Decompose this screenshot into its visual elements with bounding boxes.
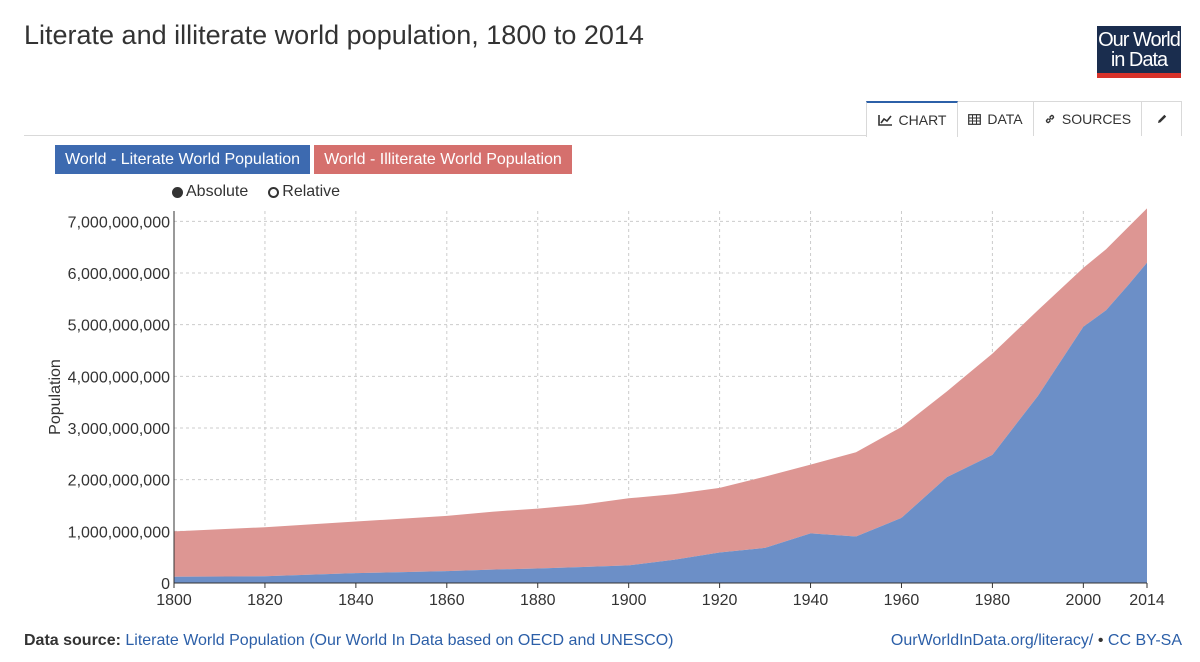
data-source: Data source: Literate World Population (…	[24, 632, 673, 650]
x-tick-label: 1900	[611, 592, 647, 609]
y-tick-label: 4,000,000,000	[68, 369, 170, 386]
x-tick-label: 1820	[247, 592, 283, 609]
logo-line1: Our World	[1098, 29, 1181, 51]
link-icon	[1044, 113, 1056, 125]
tab-bar: CHART DATA SOURCES	[866, 101, 1182, 137]
tab-edit[interactable]	[1142, 101, 1182, 136]
legend-illiterate[interactable]: World - Illiterate World Population	[314, 145, 572, 174]
x-tick-label: 1880	[520, 592, 556, 609]
tab-sources-label: SOURCES	[1061, 111, 1132, 127]
pencil-icon	[1156, 113, 1168, 125]
chart-title: Literate and illiterate world population…	[24, 20, 644, 50]
x-tick-label: 1940	[793, 592, 829, 609]
radio-absolute-dot	[172, 186, 183, 198]
radio-relative-dot	[268, 186, 280, 198]
legend-literate[interactable]: World - Literate World Population	[55, 145, 311, 174]
y-axis-title: Population	[47, 359, 64, 435]
radio-absolute[interactable]: Absolute	[172, 183, 248, 201]
line-chart-icon	[877, 114, 893, 126]
tab-chart[interactable]: CHART	[866, 101, 958, 137]
y-tick-label: 6,000,000,000	[68, 266, 170, 283]
series-illiterate-area	[174, 208, 1147, 577]
table-icon	[968, 113, 982, 125]
x-tick-label: 2014	[1129, 592, 1165, 609]
tab-data[interactable]: DATA	[958, 101, 1034, 136]
radio-relative-label: Relative	[282, 183, 341, 200]
tab-sources[interactable]: SOURCES	[1034, 101, 1142, 136]
y-tick-label: 5,000,000,000	[68, 318, 170, 335]
logo-line2: in Data	[1110, 49, 1168, 71]
owid-logo[interactable]: Our World in Data	[1097, 26, 1181, 78]
data-source-label: Data source:	[24, 632, 121, 649]
mode-toggle: Absolute Relative	[172, 183, 340, 201]
logo-accent-bar	[1097, 73, 1181, 78]
x-tick-label: 1980	[975, 592, 1011, 609]
x-tick-label: 1800	[156, 592, 192, 609]
legend: World - Literate World Population World …	[55, 145, 572, 174]
x-tick-label: 1860	[429, 592, 465, 609]
source-url-link[interactable]: OurWorldInData.org/literacy/	[890, 632, 1094, 649]
radio-absolute-label: Absolute	[186, 183, 249, 200]
data-source-link[interactable]: Literate World Population (Our World In …	[125, 632, 674, 649]
x-tick-label: 1840	[338, 592, 374, 609]
tab-chart-label: CHART	[898, 112, 947, 128]
license-link[interactable]: CC BY-SA	[1107, 632, 1182, 649]
footer-links: OurWorldInData.org/literacy/ • CC BY-SA	[891, 632, 1182, 650]
radio-relative[interactable]: Relative	[268, 183, 340, 201]
y-tick-label: 3,000,000,000	[68, 421, 170, 438]
series-literate-area	[174, 262, 1147, 583]
y-tick-label: 0	[161, 576, 170, 593]
y-tick-label: 2,000,000,000	[68, 473, 170, 490]
tab-data-label: DATA	[987, 111, 1023, 127]
x-tick-label: 1960	[884, 592, 920, 609]
x-tick-label: 1920	[702, 592, 738, 609]
footer-separator: •	[1097, 632, 1104, 649]
y-tick-label: 1,000,000,000	[68, 524, 170, 541]
tab-divider	[24, 135, 1182, 136]
area-chart: 0 1,000,000,000 2,000,000,000 3,000,000,000…	[47, 208, 1165, 609]
y-tick-label: 7,000,000,000	[68, 214, 170, 231]
x-tick-label: 2000	[1066, 592, 1102, 609]
